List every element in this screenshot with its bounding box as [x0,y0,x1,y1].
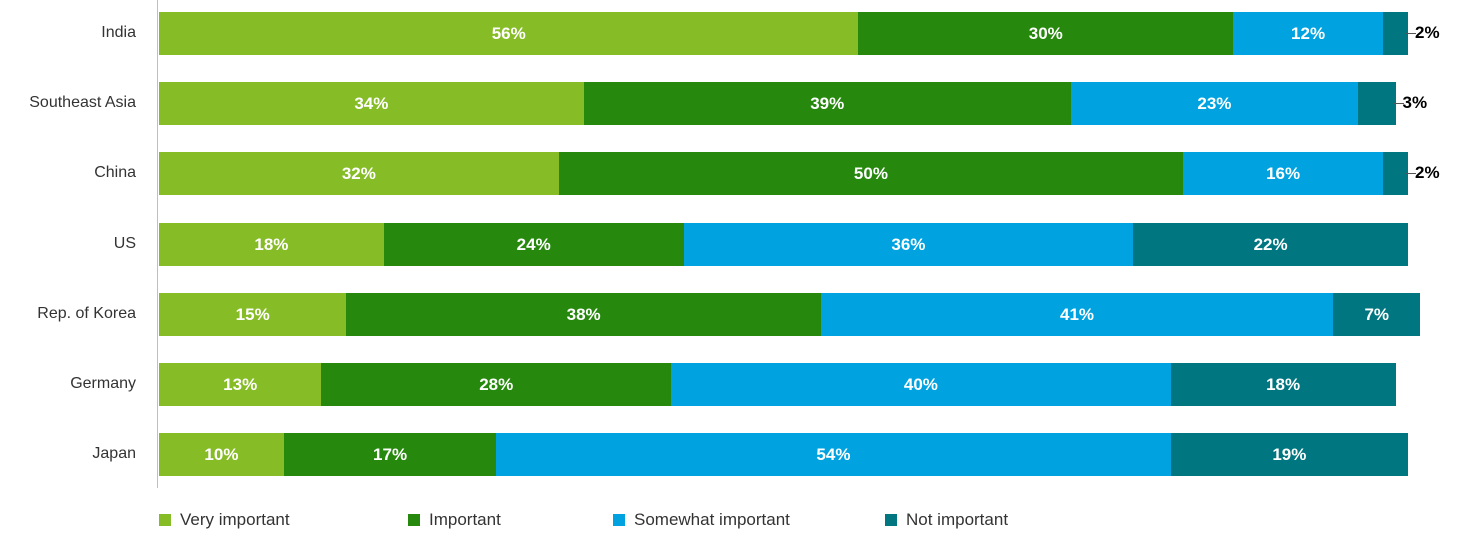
data-label-us-very-important: 18% [254,234,289,254]
bar-rep-of-korea-somewhat-important [820,292,1334,336]
bar-germany-important [321,363,672,406]
bar-germany-not-important [1170,363,1396,406]
bar-southeast-asia-not-important [1358,82,1396,126]
bar-japan-not-important [1170,433,1408,477]
leader-line-india-not-important [1406,33,1416,34]
y-axis-line [157,0,158,488]
data-label-southeast-asia-important: 39% [810,94,845,114]
bar-china-not-important [1383,152,1408,196]
leader-line-china-not-important [1406,173,1416,175]
bar-us-somewhat-important [683,222,1134,266]
legend-label-important: Important [429,510,501,529]
bar-india-somewhat-important [1233,12,1383,55]
bar-china-very-important [159,152,559,196]
data-label-rep-of-korea-somewhat-important: 41% [1059,304,1095,324]
data-label-china-important: 50% [853,164,888,184]
data-label-germany-somewhat-important: 40% [903,375,938,394]
leader-line-southeast-asia-not-important [1393,103,1404,105]
category-label-india: India [101,24,136,41]
data-label-rep-of-korea-very-important: 15% [235,304,270,324]
bar-rep-of-korea-important [346,292,821,336]
legend-swatch-somewhat-important [613,514,625,526]
data-label-china-somewhat-important: 16% [1266,164,1301,184]
data-label-japan-important: 17% [373,445,408,465]
data-label-southeast-asia-somewhat-important: 23% [1197,94,1232,114]
legend-label-not-important: Not important [906,510,1009,529]
legend-label-somewhat-important: Somewhat important [634,510,790,529]
bar-us-important [383,222,684,266]
data-label-rep-of-korea-important: 38% [566,304,601,324]
legend-swatch-very-important [159,514,171,526]
legend-swatch-important [408,514,420,526]
data-label-germany-very-important: 13% [223,375,258,394]
data-label-us-important: 24% [516,234,551,254]
data-label-southeast-asia-very-important: 34% [354,94,389,114]
bar-rep-of-korea-not-important [1333,292,1421,336]
bar-japan-very-important [159,433,284,477]
data-label-germany-important: 28% [479,375,514,394]
bar-southeast-asia-important [583,82,1071,126]
data-label-india-not-important: 2% [1415,23,1440,42]
bar-southeast-asia-very-important [159,82,584,126]
data-label-germany-not-important: 18% [1266,375,1301,394]
data-label-india-very-important: 56% [491,24,526,43]
bar-us-very-important [159,222,384,266]
bar-india-very-important [159,12,859,55]
bar-southeast-asia-somewhat-important [1070,82,1359,126]
data-label-china-very-important: 32% [341,164,376,184]
data-label-japan-not-important: 19% [1272,445,1307,465]
legend-swatch-not-important [885,514,897,526]
bar-germany-somewhat-important [671,363,1171,406]
category-label-germany: Germany [70,375,136,392]
data-label-china-not-important: 2% [1415,163,1440,183]
bar-china-somewhat-important [1183,152,1383,196]
bar-japan-somewhat-important [496,433,1171,477]
data-label-india-somewhat-important: 12% [1291,24,1326,43]
data-label-southeast-asia-not-important: 3% [1402,93,1428,113]
category-label-us: US [113,234,136,252]
data-label-india-important: 30% [1028,24,1063,43]
bar-japan-important [283,433,497,477]
category-label-japan: Japan [92,445,136,463]
bar-rep-of-korea-very-important [159,292,347,336]
data-label-rep-of-korea-not-important: 7% [1364,304,1390,324]
legend-label-very-important: Very important [180,510,290,529]
bar-us-not-important [1133,222,1408,266]
data-label-japan-very-important: 10% [204,445,239,465]
category-label-southeast-asia: Southeast Asia [29,94,136,112]
bar-india-not-important [1383,12,1408,55]
category-label-rep-of-korea: Rep. of Korea [37,304,136,322]
data-label-us-not-important: 22% [1253,234,1288,254]
bar-india-important [858,12,1234,55]
data-label-japan-somewhat-important: 54% [816,445,851,465]
data-label-us-somewhat-important: 36% [891,234,926,254]
bar-germany-very-important [159,363,322,406]
category-label-china: China [94,164,136,182]
bar-china-important [558,152,1184,196]
